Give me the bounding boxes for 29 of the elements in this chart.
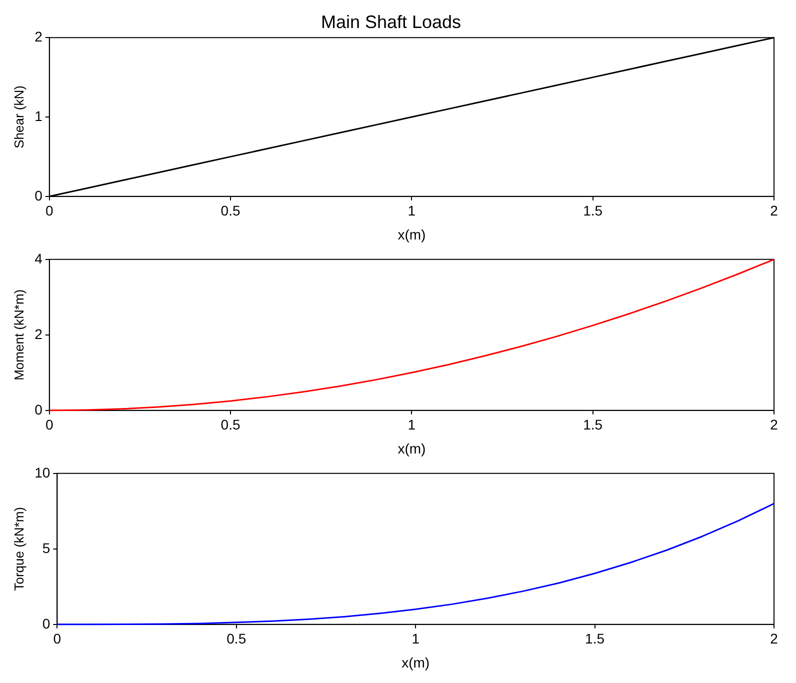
x-tick-label: 0.5: [220, 202, 240, 219]
y-tick-label: 0: [34, 187, 43, 204]
chart-title: Main Shaft Loads: [320, 12, 462, 32]
y-axis-title: Torque (kN*m): [11, 507, 26, 591]
x-tick-label: 0.5: [220, 416, 240, 433]
x-tick-label: 2: [770, 416, 778, 433]
x-tick-label: 1.5: [583, 416, 603, 433]
x-tick-label: 1: [408, 416, 416, 433]
y-tick-label: 10: [34, 464, 50, 480]
y-tick-label: 2: [34, 326, 43, 342]
x-tick-label: 2: [770, 630, 778, 647]
y-tick-label: 0: [42, 615, 50, 632]
x-tick-label: 0: [53, 630, 62, 647]
x-axis-title: x(m): [398, 226, 426, 242]
x-tick-label: 1: [412, 630, 420, 647]
x-tick-label: 1.5: [583, 202, 603, 219]
x-tick-label: 1.5: [585, 630, 605, 647]
y-axis-title: Shear (kN): [11, 86, 26, 148]
y-tick-label: 1: [34, 108, 43, 124]
x-axis-title: x(m): [398, 440, 426, 456]
x-axis-title: x(m): [402, 654, 430, 670]
y-tick-label: 0: [34, 401, 43, 418]
x-tick-label: 0.5: [226, 630, 246, 647]
x-tick-label: 1: [408, 202, 416, 219]
y-tick-label: 2: [34, 28, 43, 44]
y-axis-title: Moment (kN*m): [11, 289, 26, 380]
y-tick-label: 4: [34, 250, 43, 266]
y-tick-label: 5: [42, 540, 50, 556]
x-tick-label: 2: [770, 202, 778, 219]
